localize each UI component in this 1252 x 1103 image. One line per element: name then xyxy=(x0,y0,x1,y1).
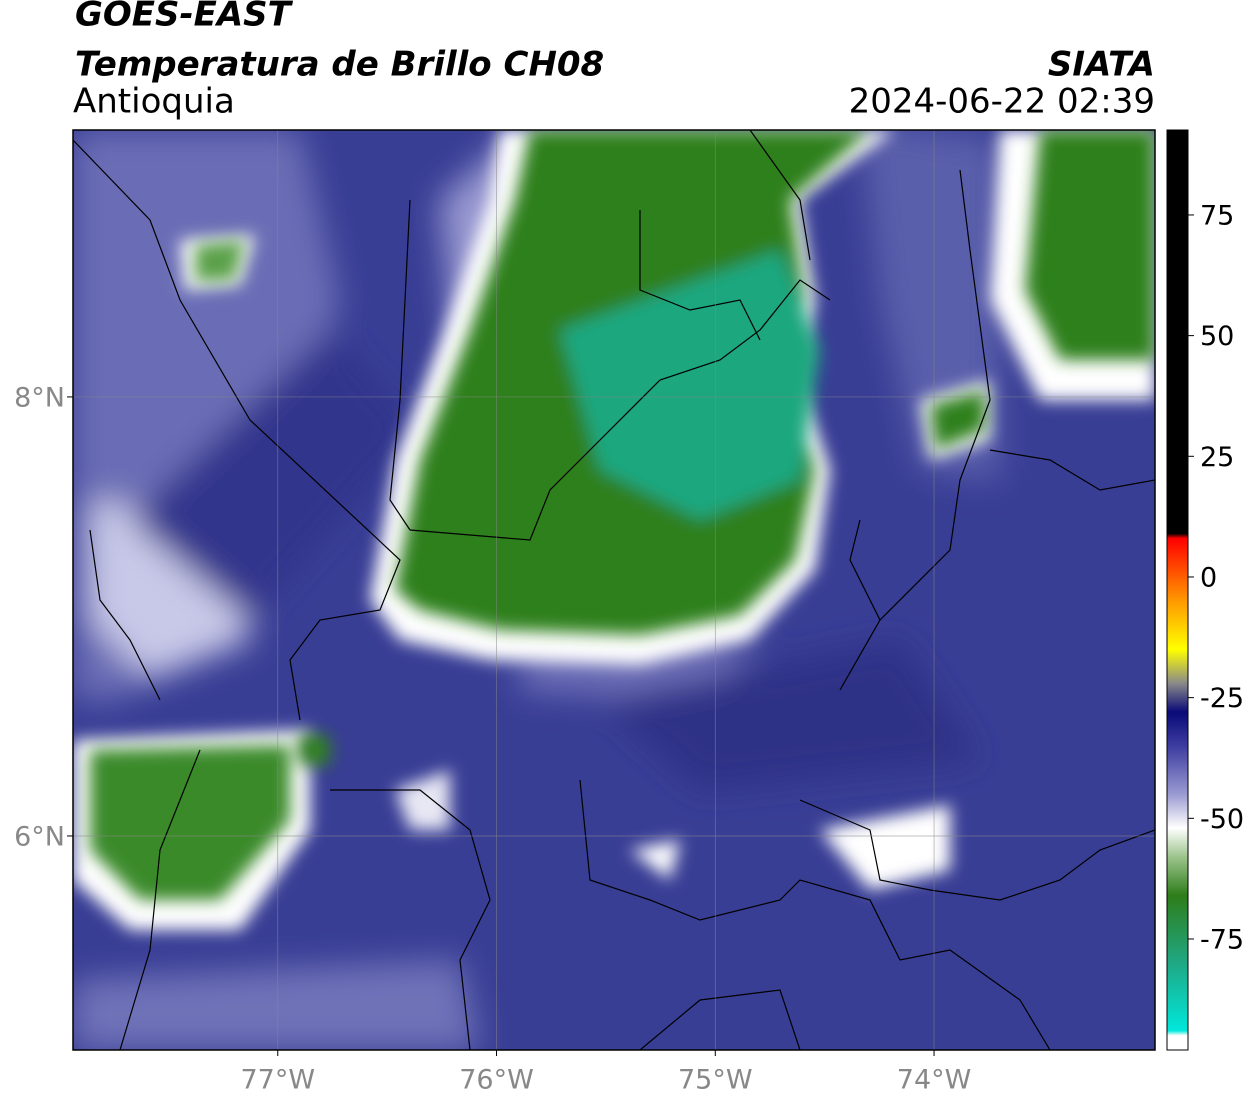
x-tick-label: 76°W xyxy=(459,1065,534,1096)
colorbar-tick-label: -25 xyxy=(1200,683,1244,714)
y-tick-label: 8°N xyxy=(14,382,65,413)
region: Antioquia xyxy=(73,82,235,122)
map-frame xyxy=(72,129,1156,1051)
colorbar-tick-label: 25 xyxy=(1200,442,1234,473)
product: Temperatura de Brillo CH08 xyxy=(75,45,604,85)
colorbar-tick-label: -75 xyxy=(1200,924,1244,955)
colorbar xyxy=(1166,129,1189,1051)
y-tick-label: 6°N xyxy=(14,821,65,852)
x-tick-label: 74°W xyxy=(897,1065,972,1096)
colorbar-tick-label: 0 xyxy=(1200,562,1217,593)
x-tick-label: 77°W xyxy=(240,1065,315,1096)
x-tick-label: 75°W xyxy=(678,1065,753,1096)
colorbar-tick-label: -50 xyxy=(1200,804,1244,835)
datetime: 2024-06-22 02:39 xyxy=(849,82,1155,122)
source: SIATA xyxy=(1048,45,1155,85)
satellite: GOES-EAST xyxy=(75,0,294,35)
colorbar-tick-label: 75 xyxy=(1200,200,1234,231)
satellite-image xyxy=(73,130,1155,1050)
colorbar-tick-label: 50 xyxy=(1200,321,1234,352)
